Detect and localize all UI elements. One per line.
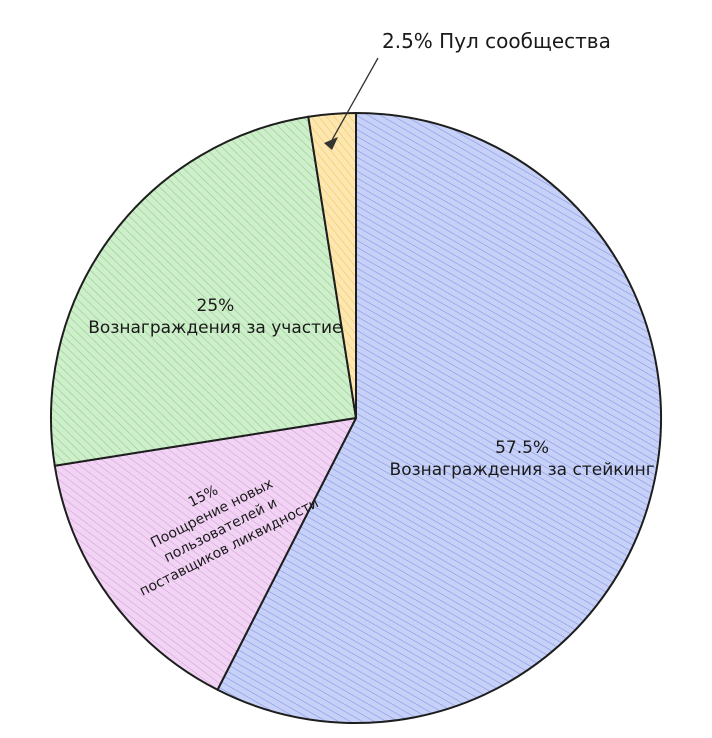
pie-slice-4 bbox=[307, 112, 357, 419]
callout-label: 2.5% Пул сообщества bbox=[382, 29, 611, 53]
slice-value-label: 25% bbox=[197, 296, 235, 316]
callout: 2.5% Пул сообщества bbox=[324, 29, 611, 150]
pie-slice-2 bbox=[53, 417, 357, 691]
pie-slice-1 bbox=[216, 112, 662, 724]
pie-slice-3 bbox=[50, 115, 357, 467]
slice-name-label: Вознаграждения за стейкинг bbox=[390, 460, 655, 480]
slice-label-group-3: 25%Вознаграждения за участие bbox=[88, 296, 342, 338]
slice-value-label: 57.5% bbox=[495, 438, 549, 458]
pie-slices bbox=[50, 112, 662, 724]
slice-name-label: Вознаграждения за участие bbox=[88, 318, 342, 338]
callout-arrowhead bbox=[324, 137, 338, 150]
slice-label-group-1: 57.5%Вознаграждения за стейкинг bbox=[390, 438, 655, 480]
callout-leader-line bbox=[331, 57, 379, 141]
